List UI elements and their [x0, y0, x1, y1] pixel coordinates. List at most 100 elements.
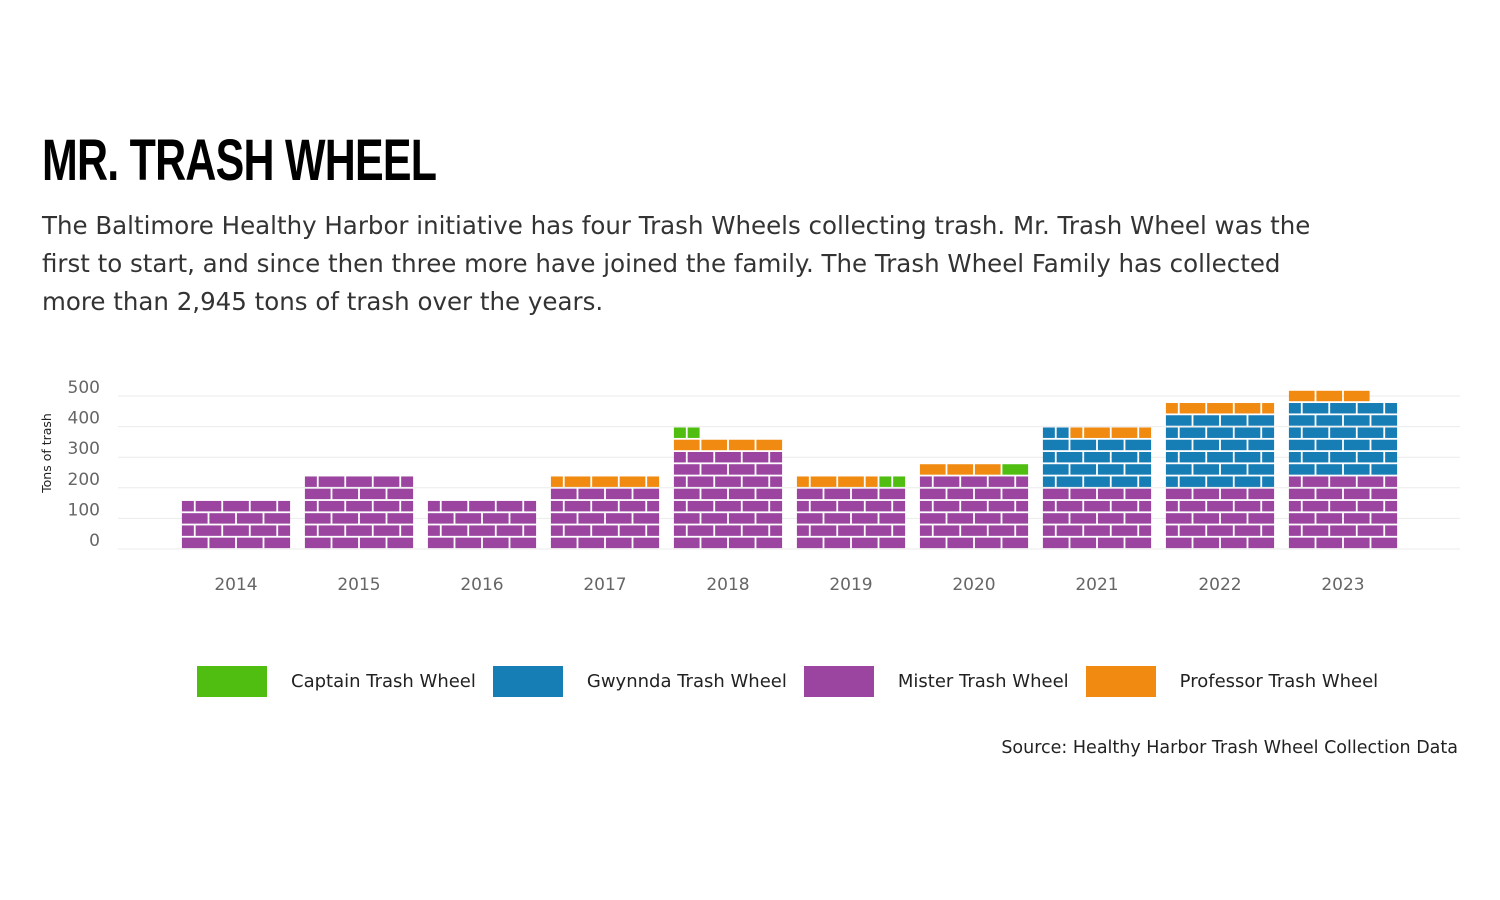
bar-2023[interactable]: [1288, 390, 1398, 549]
brick: [1165, 439, 1192, 451]
brick: [1207, 403, 1233, 414]
brick: [838, 525, 864, 536]
brick: [1070, 427, 1083, 438]
brick: [1234, 451, 1261, 463]
segment-mister-trash-wheel: [1165, 500, 1275, 512]
brick: [1193, 513, 1220, 524]
bar-2021[interactable]: [1042, 427, 1152, 549]
y-tick-label: 100: [68, 500, 100, 520]
brick: [879, 488, 906, 500]
brick: [1193, 537, 1220, 549]
brick: [1262, 476, 1275, 487]
brick: [879, 537, 906, 549]
brick: [810, 500, 837, 512]
brick: [796, 500, 809, 512]
brick: [879, 476, 892, 487]
brick: [770, 476, 783, 487]
brick: [1220, 415, 1247, 426]
brick: [373, 476, 400, 487]
bar-2015[interactable]: [304, 476, 414, 549]
segment-gwynnda-trash-wheel: [1288, 415, 1398, 426]
segment-professor-trash-wheel: [1288, 390, 1370, 402]
brick: [1207, 451, 1233, 463]
brick: [387, 537, 414, 549]
brick: [1125, 537, 1152, 549]
bar-2022[interactable]: [1165, 403, 1275, 549]
bar-2014[interactable]: [181, 500, 291, 549]
segment-mister-trash-wheel: [673, 525, 783, 536]
segment-mister-trash-wheel: [1288, 500, 1398, 512]
brick: [1343, 537, 1370, 549]
brick: [318, 500, 345, 512]
legend-item-mister[interactable]: Mister Trash Wheel: [803, 665, 1069, 697]
segment-mister-trash-wheel: [1042, 537, 1152, 549]
brick: [1165, 525, 1178, 536]
segment-mister-trash-wheel: [181, 537, 291, 549]
brick: [1111, 500, 1138, 512]
brick: [524, 500, 537, 512]
y-axis-ticks: 500 400 300 200 100 0: [68, 378, 100, 551]
brick: [879, 513, 906, 524]
chart-title: MR. TRASH WHEEL: [42, 128, 437, 193]
brick: [1248, 439, 1275, 451]
brick: [1139, 476, 1152, 487]
legend-swatch-professor: [1085, 665, 1156, 697]
brick: [1357, 500, 1384, 512]
bar-2018[interactable]: [673, 427, 783, 549]
brick: [893, 500, 906, 512]
y-tick-label: 0: [89, 531, 100, 551]
segment-mister-trash-wheel: [181, 500, 291, 512]
brick: [974, 537, 1001, 549]
brick: [919, 464, 946, 475]
brick: [796, 488, 823, 500]
segment-gwynnda-trash-wheel: [1288, 427, 1398, 438]
x-tick-label: 2017: [583, 575, 626, 595]
bar-2019[interactable]: [796, 476, 906, 549]
segment-gwynnda-trash-wheel: [1042, 427, 1069, 438]
brick: [851, 488, 878, 500]
brick: [441, 525, 468, 536]
x-tick-label: 2021: [1075, 575, 1118, 595]
brick: [1330, 403, 1356, 414]
bar-2017[interactable]: [550, 476, 660, 549]
brick: [838, 476, 864, 487]
brick: [1302, 476, 1329, 487]
y-tick-label: 400: [68, 409, 100, 429]
brick: [673, 537, 700, 549]
brick: [401, 500, 414, 512]
brick: [1165, 488, 1192, 500]
bar-2020[interactable]: [919, 464, 1029, 549]
brick: [1179, 403, 1206, 414]
brick: [1371, 439, 1398, 451]
segment-mister-trash-wheel: [673, 451, 783, 463]
legend-item-captain[interactable]: Captain Trash Wheel: [197, 665, 476, 697]
brick: [1234, 476, 1261, 487]
brick: [770, 451, 783, 463]
brick: [1139, 451, 1152, 463]
bar-2016[interactable]: [427, 500, 537, 549]
brick: [796, 476, 809, 487]
brick: [824, 537, 851, 549]
brick: [278, 500, 291, 512]
x-tick-label: 2019: [829, 575, 872, 595]
brick: [687, 500, 714, 512]
brick: [550, 513, 577, 524]
legend-swatch-captain: [197, 665, 267, 697]
brick: [592, 500, 618, 512]
x-tick-label: 2014: [214, 575, 257, 595]
segment-mister-trash-wheel: [181, 525, 291, 536]
brick: [933, 525, 960, 536]
segment-mister-trash-wheel: [673, 488, 783, 500]
legend-item-gwynnda[interactable]: Gwynnda Trash Wheel: [492, 665, 787, 697]
segment-mister-trash-wheel: [1042, 525, 1152, 536]
brick: [564, 500, 591, 512]
legend-item-professor[interactable]: Professor Trash Wheel: [1085, 665, 1378, 697]
brick: [796, 525, 809, 536]
brick: [796, 513, 823, 524]
brick: [1385, 525, 1398, 536]
segment-mister-trash-wheel: [1288, 513, 1398, 524]
brick: [359, 488, 386, 500]
brick: [1042, 439, 1069, 451]
brick: [1248, 488, 1275, 500]
